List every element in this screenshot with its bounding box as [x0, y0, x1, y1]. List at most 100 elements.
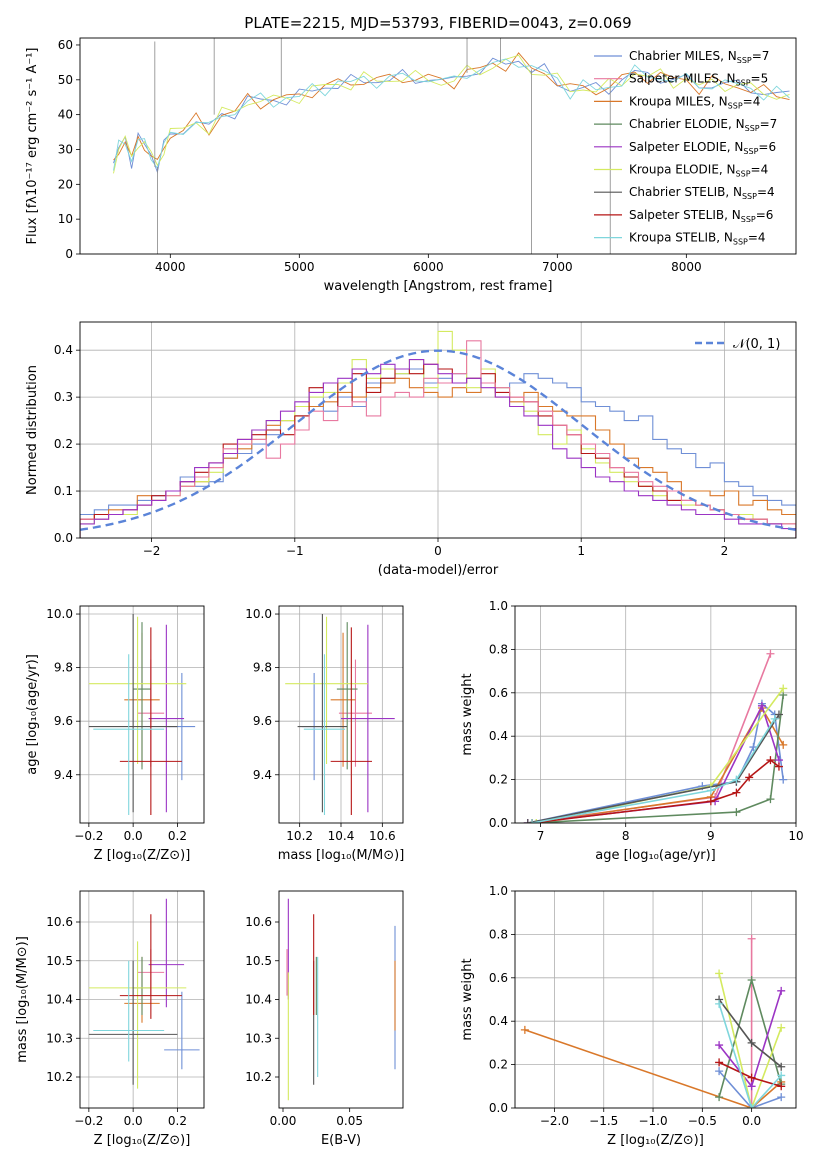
legend-value: =7 [752, 49, 770, 63]
y-tick-label: 0.1 [54, 484, 73, 498]
mass-weight-line [531, 718, 776, 823]
legend-label: Salpeter ELODIE, NSSP=6 [629, 140, 776, 156]
mass-weight-line [718, 990, 782, 1088]
legend-subscript: SSP [745, 124, 760, 133]
plus-marker [745, 773, 754, 782]
x-tick-label: 0.0 [124, 829, 143, 843]
y-tick-label: 10 [58, 212, 73, 226]
y-tick-label: 10.5 [245, 954, 272, 968]
x-axis-label: age [log₁₀(age/yr)] [595, 848, 716, 863]
plus-marker [715, 969, 724, 978]
y-axis-label: Flux [fλ10⁻¹⁷ erg cm⁻² s⁻¹ A⁻¹] [25, 48, 40, 245]
x-tick-label: 2 [721, 544, 729, 558]
y-tick-label: 60 [58, 38, 73, 52]
plus-marker [779, 775, 788, 784]
legend-label: 𝒩(0, 1) [733, 337, 780, 352]
plus-marker [766, 795, 775, 804]
y-tick-label: 10.3 [245, 1031, 272, 1045]
x-tick-label: 10.4 [328, 829, 355, 843]
legend-label: Chabrier STELIB, NSSP=4 [629, 185, 775, 201]
x-tick-label: 0.0 [124, 1114, 143, 1128]
axes-frame [79, 890, 205, 1109]
x-axis-label: Z [log₁₀(Z/Z⊙)] [607, 1133, 704, 1148]
plus-marker [779, 740, 788, 749]
plus-marker [715, 1067, 724, 1076]
y-tick-label: 0.4 [489, 729, 508, 743]
y-tick-label: 0.0 [54, 531, 73, 545]
plus-marker [777, 1071, 786, 1080]
histogram-step [80, 359, 796, 538]
mass-weight-line [524, 1029, 782, 1108]
x-tick-label: 8 [622, 829, 630, 843]
x-axis-label: wavelength [Angstrom, rest frame] [324, 279, 553, 294]
mass-weight-line [718, 1070, 782, 1108]
x-axis-label: E(B-V) [321, 1133, 361, 1148]
y-tick-label: 10.6 [245, 915, 272, 929]
y-tick-label: 9.4 [54, 768, 73, 782]
x-tick-label: 7 [537, 829, 545, 843]
plus-marker [777, 1062, 786, 1071]
plus-marker [747, 975, 756, 984]
legend-subscript: SSP [737, 56, 752, 65]
legend-label: Salpeter MILES, NSSP=5 [629, 72, 768, 88]
x-tick-label: 1 [577, 544, 585, 558]
y-tick-label: 0.8 [489, 642, 508, 656]
legend-value: =4 [748, 231, 766, 245]
spectrum-line [113, 52, 790, 161]
spectrum-line [113, 58, 790, 171]
legend-value: =6 [758, 140, 776, 154]
plot-area [286, 898, 396, 1101]
x-tick-label: 5000 [284, 260, 315, 274]
x-tick-label: −1 [286, 544, 304, 558]
legend-subscript: SSP [733, 238, 748, 247]
spectrum-line [113, 54, 790, 174]
plot-area [88, 898, 200, 1089]
plus-marker [520, 1025, 529, 1034]
plus-marker [777, 1093, 786, 1102]
plus-marker [757, 701, 766, 710]
legend-subscript: SSP [743, 147, 758, 156]
plus-marker [747, 1038, 756, 1047]
y-tick-label: 9.6 [54, 714, 73, 728]
plus-marker [715, 1041, 724, 1050]
plus-marker [732, 808, 741, 817]
y-tick-label: 10.5 [46, 954, 73, 968]
x-tick-label: 4000 [155, 260, 186, 274]
axes-frame [79, 37, 797, 255]
x-tick-label: −2 [143, 544, 161, 558]
plus-marker [774, 762, 783, 771]
axes-frame [79, 321, 797, 539]
x-tick-label: 0.05 [336, 1114, 363, 1128]
axes-frame [278, 890, 404, 1109]
legend-value: =5 [751, 72, 769, 86]
y-axis-label: mass weight [460, 958, 475, 1040]
y-tick-label: 50 [58, 73, 73, 87]
plus-marker [777, 986, 786, 995]
y-tick-label: 0.8 [489, 927, 508, 941]
legend-subscript: SSP [728, 101, 743, 110]
x-axis-label: Z [log₁₀(Z/Z⊙)] [94, 1133, 191, 1148]
y-axis-label: Normed distribution [25, 365, 40, 495]
plus-marker [774, 710, 783, 719]
x-axis-label: Z [log₁₀(Z/Z⊙)] [94, 848, 191, 863]
y-tick-label: 9.8 [54, 661, 73, 675]
y-tick-label: 0.4 [54, 343, 73, 357]
plus-marker [532, 819, 541, 823]
plus-marker [706, 797, 715, 806]
mass-weight-line [536, 688, 784, 823]
plot-area [113, 38, 790, 254]
x-tick-label: 7000 [542, 260, 573, 274]
legend-label: Chabrier ELODIE, NSSP=7 [629, 117, 777, 133]
y-tick-label: 10.0 [245, 607, 272, 621]
plus-marker [706, 786, 715, 795]
x-tick-label: −0.2 [74, 829, 103, 843]
y-tick-label: 9.8 [253, 661, 272, 675]
mass-weight-line [718, 973, 782, 1108]
y-tick-label: 0.6 [489, 971, 508, 985]
mass-weight-line [531, 759, 780, 823]
panel-age-vs-mass: 10.2 10.4 10.6 9.4 9.6 9.8 10.0 mass [log₁₀(M/M… [245, 605, 404, 863]
plus-marker [715, 1093, 724, 1102]
plus-marker [777, 1023, 786, 1032]
y-tick-label: 0.0 [489, 1101, 508, 1115]
